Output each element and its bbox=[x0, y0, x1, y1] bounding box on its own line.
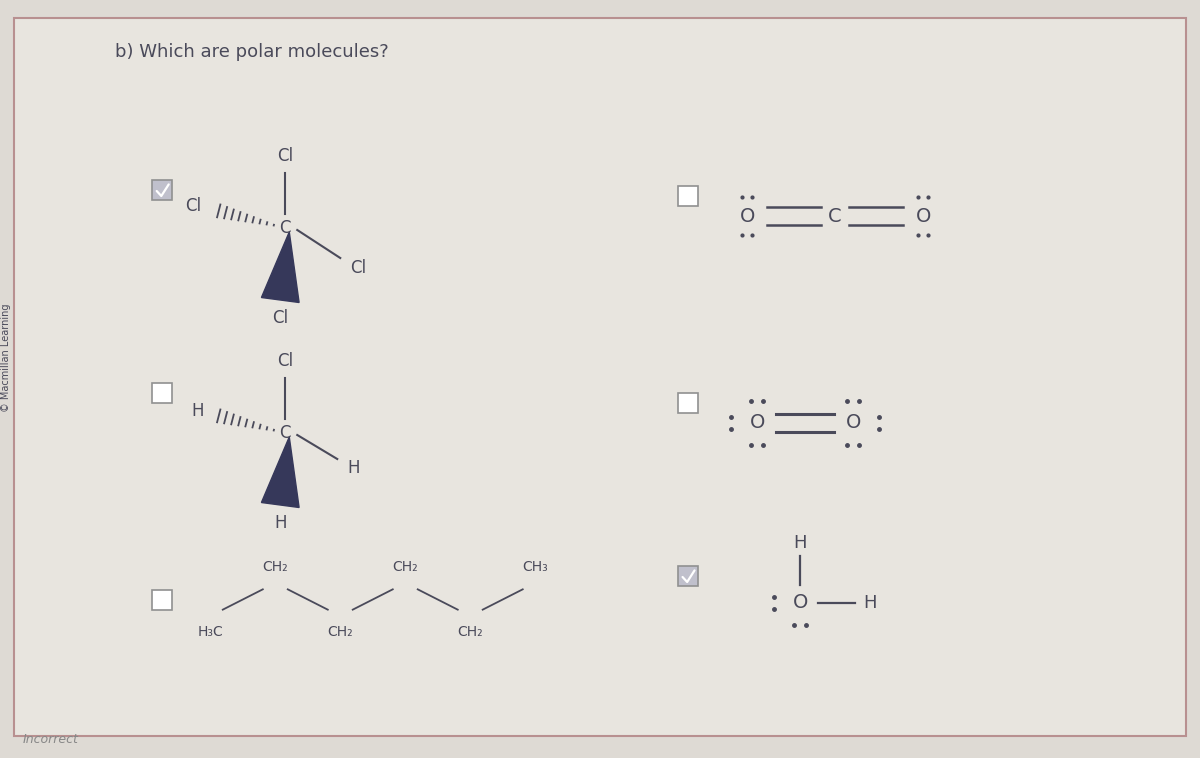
Text: H: H bbox=[863, 594, 877, 612]
Bar bbox=[152, 590, 173, 610]
Text: C: C bbox=[280, 219, 292, 237]
Text: O: O bbox=[750, 414, 764, 433]
Text: b) Which are polar molecules?: b) Which are polar molecules? bbox=[115, 43, 389, 61]
Text: O: O bbox=[846, 414, 860, 433]
Text: H₃C: H₃C bbox=[198, 625, 223, 639]
Text: CH₂: CH₂ bbox=[263, 560, 288, 574]
Text: Cl: Cl bbox=[350, 259, 366, 277]
Text: H: H bbox=[347, 459, 360, 477]
Text: C: C bbox=[280, 424, 292, 442]
Text: CH₂: CH₂ bbox=[392, 560, 418, 574]
Text: O: O bbox=[916, 206, 931, 225]
Text: H: H bbox=[274, 514, 287, 532]
Bar bbox=[678, 566, 698, 586]
Text: CH₂: CH₂ bbox=[328, 625, 353, 639]
Text: C: C bbox=[828, 206, 842, 225]
Bar bbox=[678, 186, 698, 206]
Text: H: H bbox=[191, 402, 204, 420]
Text: Cl: Cl bbox=[277, 147, 293, 165]
Text: O: O bbox=[739, 206, 755, 225]
Text: CH₃: CH₃ bbox=[522, 560, 548, 574]
Text: Cl: Cl bbox=[185, 197, 202, 215]
Text: © Macmillan Learning: © Macmillan Learning bbox=[1, 304, 11, 412]
Polygon shape bbox=[262, 232, 299, 302]
Text: Cl: Cl bbox=[272, 309, 288, 327]
FancyBboxPatch shape bbox=[14, 18, 1186, 736]
Bar bbox=[678, 393, 698, 413]
Text: O: O bbox=[792, 594, 808, 612]
Bar bbox=[152, 383, 173, 403]
Bar bbox=[152, 180, 173, 200]
Text: H: H bbox=[793, 534, 806, 552]
Polygon shape bbox=[262, 437, 299, 508]
Text: Incorrect: Incorrect bbox=[23, 733, 78, 746]
Text: Cl: Cl bbox=[277, 352, 293, 370]
Text: CH₂: CH₂ bbox=[457, 625, 484, 639]
